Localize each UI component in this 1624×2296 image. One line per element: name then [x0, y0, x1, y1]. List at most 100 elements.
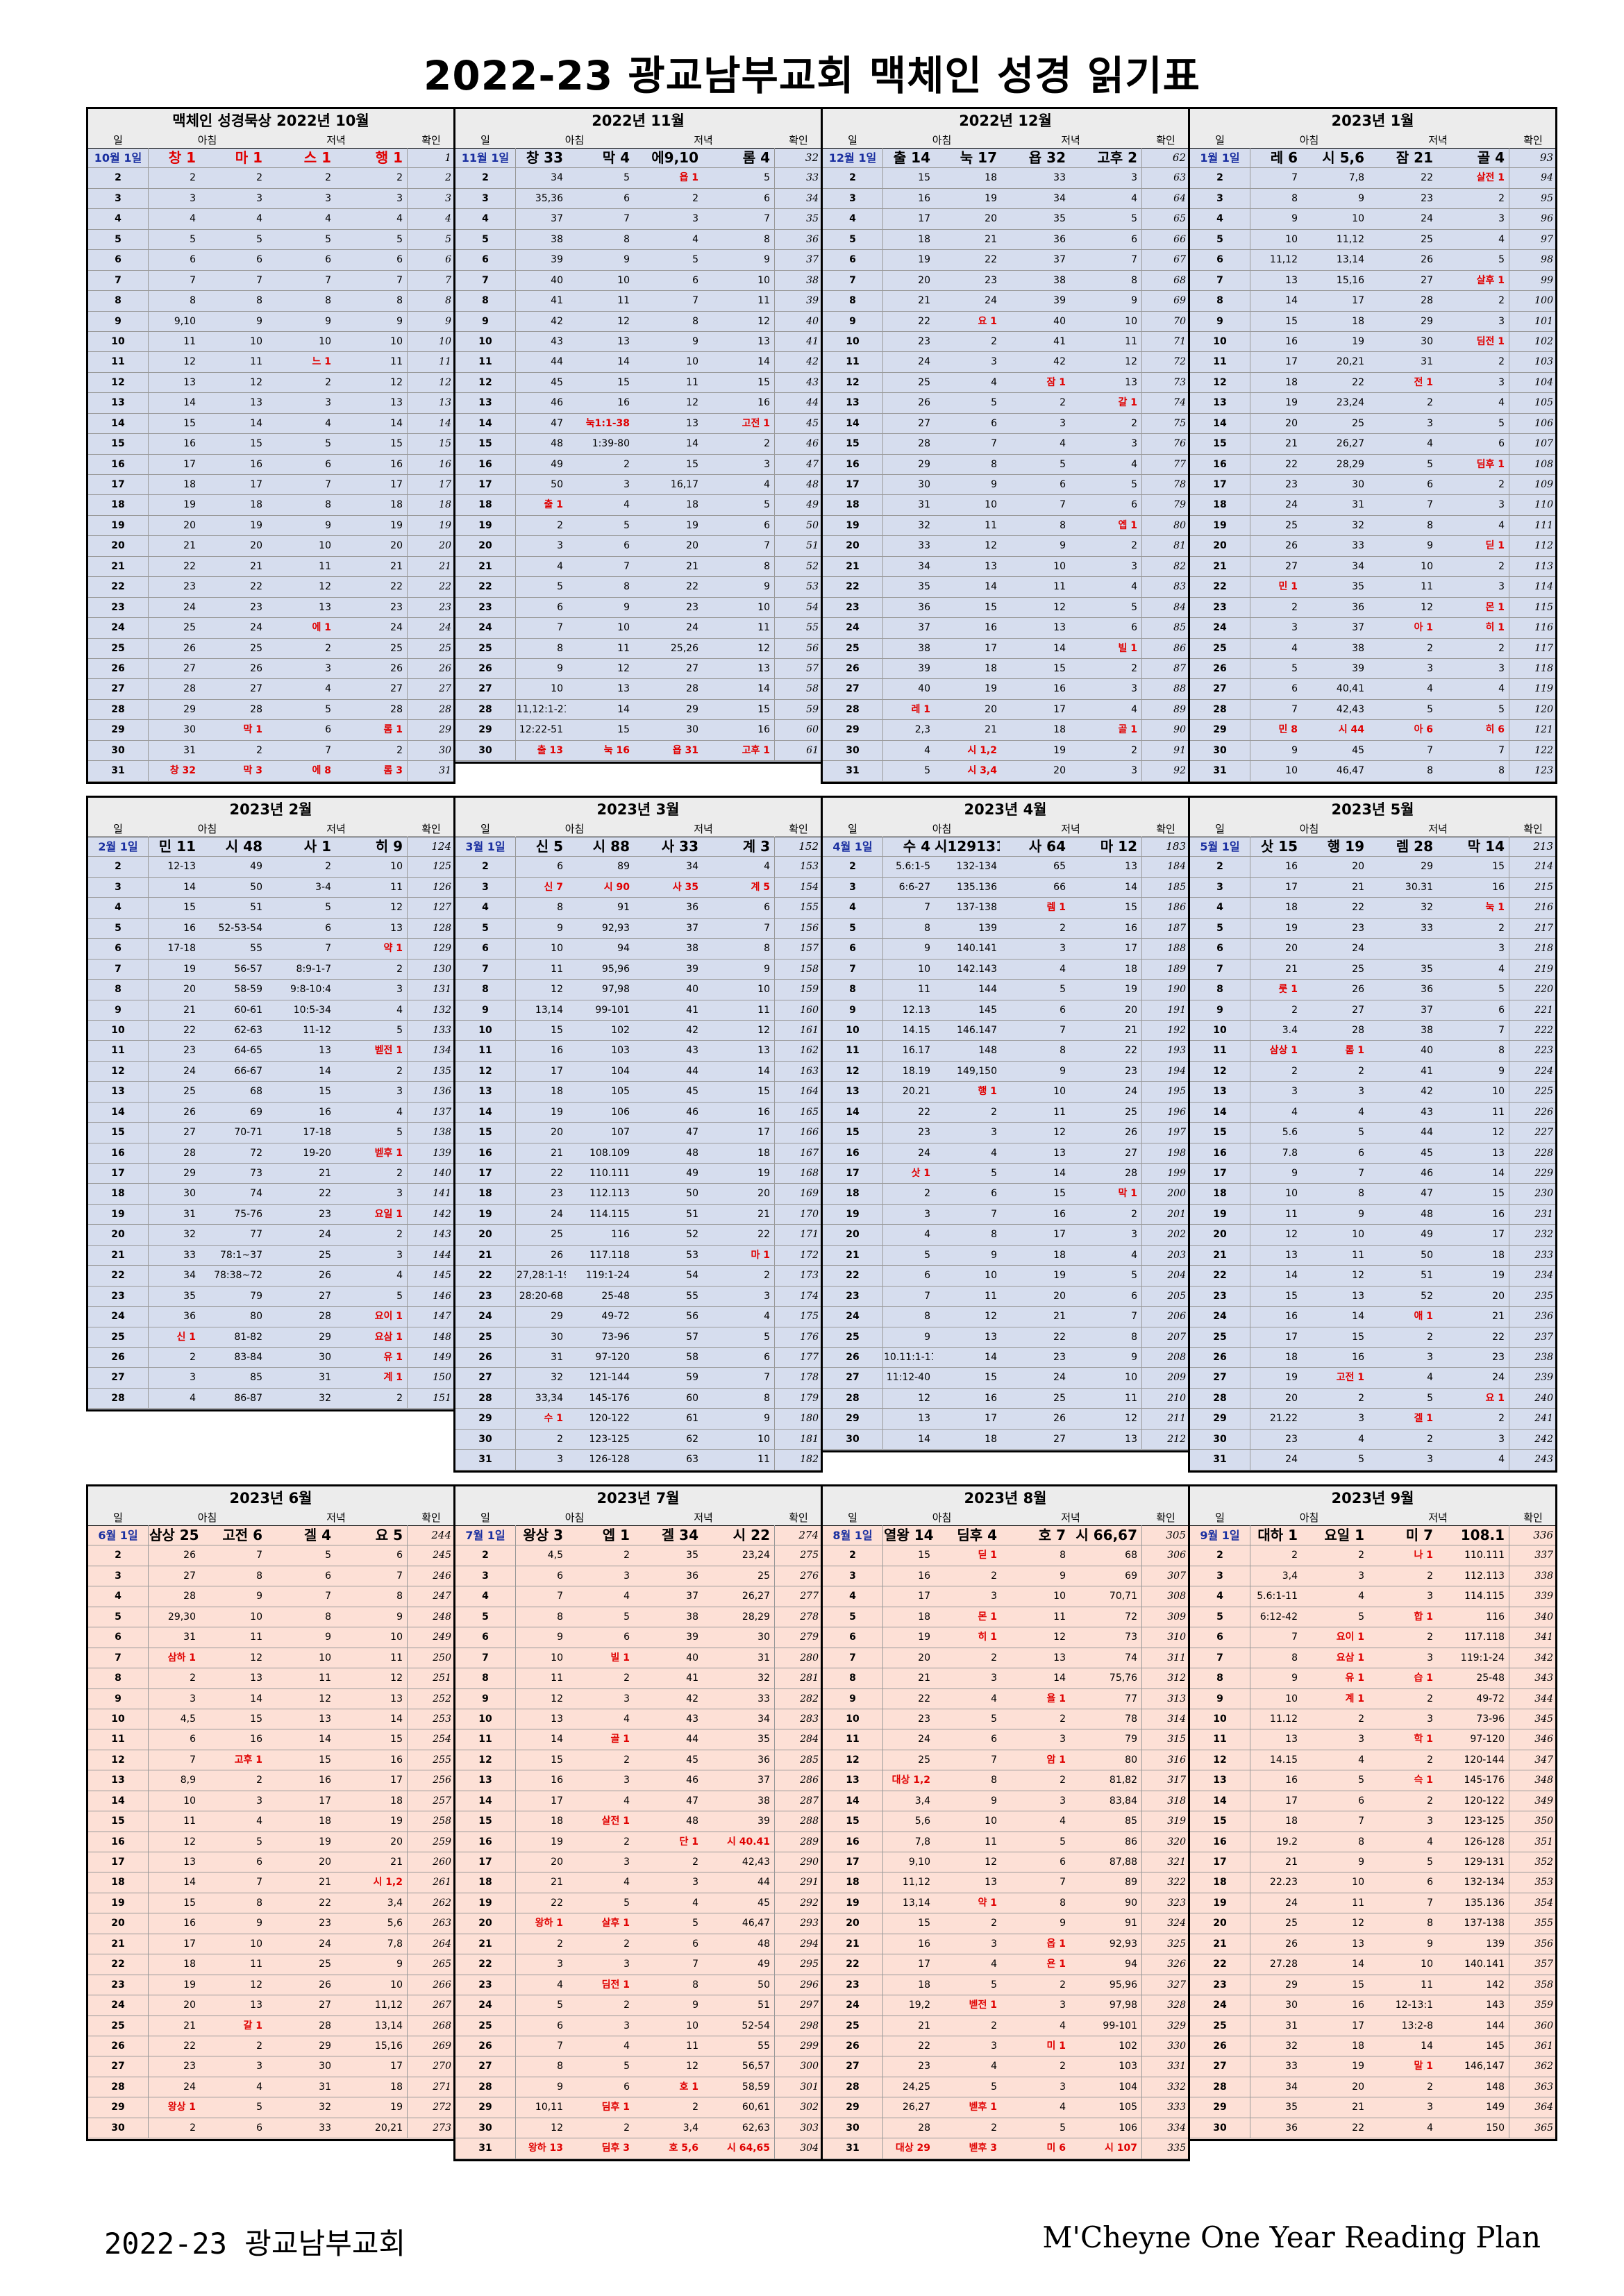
day-cell: 17 — [823, 1164, 883, 1184]
evening-reading-1: 8 — [692, 1979, 698, 1991]
evening-reading-2: 눅 1 — [1485, 902, 1505, 914]
day-cell: 20 — [455, 536, 516, 557]
morning-reading-2: 17 — [1352, 295, 1364, 307]
day-cell: 23 — [1190, 1975, 1250, 1995]
evening-reading-2: 13 — [390, 397, 403, 409]
day-cell: 25 — [455, 2016, 516, 2036]
evening-reading-2: 16 — [757, 397, 770, 409]
evening-reading-1: 6 — [325, 922, 331, 934]
table-row: 30 4 시 1,2 19 2 91 — [823, 740, 1188, 762]
day-cell: 3 — [823, 877, 883, 898]
morning-reading-2: 69 — [250, 1106, 262, 1118]
day-number: 132 — [407, 1000, 453, 1021]
day-number: 349 — [1509, 1791, 1555, 1811]
evening-reading-1: 9 — [1060, 1570, 1066, 1582]
morning-reading-2: 17 — [250, 479, 262, 490]
day-number: 194 — [1141, 1061, 1188, 1082]
evening-reading-1: 52 — [1421, 1290, 1433, 1302]
evening-reading-1: 22 — [1053, 1331, 1066, 1343]
morning-reading-1: 7,8 — [914, 1836, 930, 1847]
table-row: 5 19 23 33 2 217 — [1190, 918, 1555, 939]
day-number: 244 — [407, 1525, 453, 1545]
table-row: 24 19,2 벧전 1 3 97,98 328 — [823, 1995, 1188, 2016]
morning-reading-1: 13 — [551, 1713, 563, 1725]
day-cell: 11 — [88, 1729, 149, 1750]
evening-reading-2: 2 — [1498, 1413, 1505, 1425]
evening-reading-1: 11 — [319, 1673, 331, 1684]
table-row: 3 27 8 6 7 246 — [88, 1566, 453, 1587]
day-number: 5 — [407, 229, 453, 250]
table-row: 17 9 7 46 14 229 — [1190, 1164, 1555, 1184]
morning-reading-2: 딤후 4 — [957, 1527, 997, 1543]
morning-reading-1: 20 — [1285, 417, 1298, 429]
reading-rows: 11월 1일 창 33 막 4 에9,10 롬 4 32 2 34 5 욥 1 5 33 3 35,36 6… — [455, 148, 821, 762]
evening-reading-1: 8 — [1427, 765, 1433, 777]
table-row: 24 30 16 12-13:1 143 359 — [1190, 1995, 1555, 2016]
morning-reading-1: 21.22 — [1269, 1413, 1298, 1425]
day-cell: 8 — [455, 291, 516, 312]
morning-reading-2: 20 — [985, 703, 997, 715]
table-row: 25 26 25 2 25 25 — [88, 638, 453, 659]
morning-reading-1: 27,28:1-19 — [517, 1270, 566, 1282]
evening-reading-2: 7 — [764, 922, 770, 934]
evening-reading-2: 살전 1 — [1476, 172, 1505, 184]
evening-reading-1: 63 — [686, 1454, 698, 1466]
day-number: 189 — [1141, 959, 1188, 980]
day-number: 310 — [1141, 1627, 1188, 1648]
morning-reading-1: 15 — [183, 417, 196, 429]
morning-reading-1: 27 — [918, 417, 930, 429]
day-cell: 21 — [1190, 1934, 1250, 1954]
day-cell: 11 — [823, 1729, 883, 1750]
morning-reading-1: 11 — [1285, 1208, 1298, 1220]
column-header-evening: 저녁 — [694, 134, 713, 146]
morning-reading-2: 19 — [250, 519, 262, 531]
day-number: 34 — [774, 188, 821, 209]
evening-reading-1: 39 — [686, 1632, 698, 1643]
day-number: 43 — [774, 372, 821, 393]
table-row: 10 14.15 146.147 7 21 192 — [823, 1020, 1188, 1041]
morning-reading-1: 27 — [183, 1127, 196, 1139]
table-row: 24 29 49-72 56 4 175 — [455, 1307, 821, 1327]
morning-reading-2: 9 — [1358, 1857, 1364, 1868]
evening-reading-2: 33 — [757, 1693, 770, 1704]
morning-reading-1: 19,2 — [908, 2000, 930, 2011]
morning-reading-2: 요 1 — [978, 315, 998, 327]
evening-reading-2: 13 — [757, 1045, 770, 1057]
column-header-morning: 아침 — [197, 823, 217, 835]
morning-reading-1: 28:20-68 — [519, 1290, 563, 1302]
morning-reading-1: 21 — [183, 1004, 196, 1016]
day-cell: 21 — [455, 1934, 516, 1954]
day-cell: 15 — [1190, 1811, 1250, 1832]
day-cell: 20 — [823, 1225, 883, 1246]
evening-reading-2: 14 — [757, 683, 770, 695]
day-cell: 24 — [88, 618, 149, 639]
day-number: 217 — [1509, 918, 1555, 939]
day-cell: 23 — [823, 597, 883, 618]
day-number: 230 — [1509, 1184, 1555, 1205]
evening-reading-1: 2 — [325, 861, 331, 873]
day-cell: 7 — [823, 270, 883, 291]
table-row: 2 15 18 33 3 63 — [823, 168, 1188, 189]
day-cell: 26 — [823, 658, 883, 679]
day-cell: 26 — [455, 1347, 516, 1368]
morning-reading-2: 18 — [985, 662, 997, 674]
table-row: 27 32 121-144 59 7 178 — [455, 1368, 821, 1389]
evening-reading-2: 2 — [1131, 1208, 1137, 1220]
evening-reading-1: 잠 21 — [1396, 149, 1433, 166]
morning-reading-2: 11 — [617, 295, 630, 307]
day-cell: 16 — [455, 454, 516, 475]
day-number: 175 — [774, 1307, 821, 1327]
morning-reading-1: 4 — [1291, 642, 1298, 654]
day-cell: 31 — [823, 761, 883, 782]
evening-reading-2: 108.1 — [1460, 1527, 1505, 1543]
table-row: 20 32 77 24 2 143 — [88, 1225, 453, 1246]
table-row: 2 26 7 5 6 245 — [88, 1545, 453, 1566]
morning-reading-2: 11 — [250, 356, 262, 368]
morning-reading-2: 유 1 — [1345, 1673, 1365, 1684]
evening-reading-1: 2 — [1427, 1331, 1433, 1343]
day-cell: 12 — [823, 1061, 883, 1082]
day-number: 55 — [774, 618, 821, 639]
day-number: 39 — [774, 291, 821, 312]
